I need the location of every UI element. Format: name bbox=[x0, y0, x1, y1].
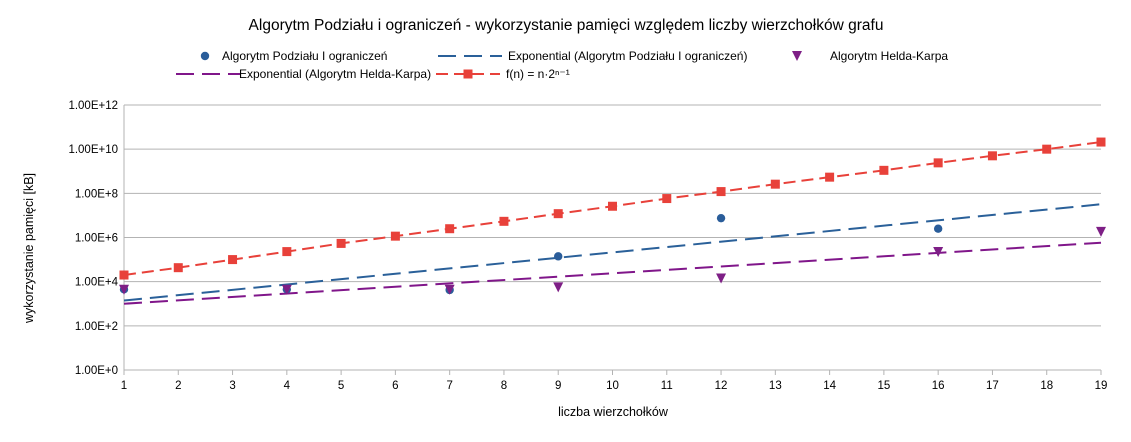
legend-marker bbox=[792, 51, 802, 61]
x-tick-label: 1 bbox=[121, 380, 127, 392]
series-line bbox=[123, 203, 1102, 302]
data-point bbox=[716, 213, 726, 223]
y-tick-label: 1.00E+0 bbox=[75, 365, 118, 377]
data-point bbox=[336, 238, 346, 248]
legend-marker bbox=[200, 51, 210, 61]
data-point bbox=[1042, 144, 1052, 154]
data-point bbox=[1096, 137, 1106, 147]
y-tick-label: 1.00E+6 bbox=[75, 233, 118, 245]
legend-label: Exponential (Algorytm Helda-Karpa) bbox=[239, 67, 431, 81]
legend-label: Algorytm Podziału I ograniczeń bbox=[222, 49, 387, 63]
y-tick-labels: 1.00E+0 1.00E+2 1.00E+4 1.00E+6 1.00E+8 1.00E… bbox=[68, 100, 118, 377]
x-tick-label: 19 bbox=[1095, 380, 1108, 392]
data-point bbox=[1096, 226, 1106, 237]
data-point bbox=[445, 224, 455, 234]
chart-title: Algorytm Podziału i ograniczeń - wykorzy… bbox=[249, 17, 884, 34]
x-tick-label: 5 bbox=[338, 380, 344, 392]
data-point bbox=[553, 209, 563, 219]
y-tick-label: 1.00E+4 bbox=[75, 277, 119, 289]
x-tick-label: 4 bbox=[284, 380, 291, 392]
x-tick-label: 11 bbox=[661, 380, 673, 392]
series-4 bbox=[119, 137, 1106, 280]
y-tick-label: 1.00E+12 bbox=[68, 100, 118, 112]
data-point bbox=[770, 179, 780, 189]
y-tick-label: 1.00E+10 bbox=[68, 144, 118, 156]
x-tick-label: 8 bbox=[501, 380, 507, 392]
y-tick-label: 1.00E+2 bbox=[75, 321, 118, 333]
x-tick-label: 10 bbox=[606, 380, 619, 392]
data-point bbox=[281, 284, 292, 295]
data-point bbox=[879, 165, 889, 175]
x-tick-label: 6 bbox=[392, 380, 398, 392]
data-point bbox=[282, 247, 292, 257]
data-point bbox=[444, 284, 455, 295]
x-tick-label: 16 bbox=[932, 380, 945, 392]
data-point bbox=[662, 194, 672, 204]
plot-series bbox=[119, 137, 1106, 305]
x-tick-label: 17 bbox=[986, 380, 999, 392]
legend-item: f(n) = n·2ⁿ⁻¹ bbox=[436, 67, 570, 81]
legend-marker bbox=[463, 69, 473, 79]
legend-item: Exponential (Algorytm Podziału I ogranic… bbox=[438, 49, 747, 63]
legend-item: Algorytm Podziału I ograniczeń bbox=[200, 49, 387, 63]
data-point bbox=[173, 263, 183, 273]
data-point bbox=[825, 172, 835, 182]
y-tick-label: 1.00E+8 bbox=[75, 188, 118, 200]
x-axis-title: liczba wierzchołków bbox=[558, 405, 669, 419]
x-tick-labels: 1 2 3 4 5 6 7 8 9 10 11 12 13 14 15 16 17 18 19 bbox=[121, 380, 1108, 392]
legend-label: Algorytm Helda-Karpa bbox=[830, 49, 948, 63]
x-tick-label: 2 bbox=[175, 380, 181, 392]
legend-label: Exponential (Algorytm Podziału I ogranic… bbox=[508, 49, 747, 63]
data-point bbox=[608, 201, 617, 211]
legend-label: f(n) = n·2ⁿ⁻¹ bbox=[506, 67, 570, 81]
x-tick-label: 14 bbox=[823, 380, 836, 392]
data-point bbox=[228, 255, 238, 265]
x-tick-label: 18 bbox=[1040, 380, 1053, 392]
x-tick-label: 12 bbox=[715, 380, 728, 392]
data-point bbox=[933, 158, 943, 168]
x-tick-label: 7 bbox=[446, 380, 452, 392]
axes bbox=[123, 105, 1102, 375]
y-axis-title: wykorzystanie pamięci [kB] bbox=[22, 173, 36, 324]
legend: Algorytm Podziału I ograniczeń Exponentia… bbox=[176, 49, 948, 81]
legend-item: Algorytm Helda-Karpa bbox=[792, 49, 948, 63]
data-point bbox=[987, 151, 997, 161]
data-point bbox=[119, 284, 129, 295]
legend-item: Exponential (Algorytm Helda-Karpa) bbox=[176, 67, 431, 81]
data-point bbox=[554, 252, 563, 261]
data-point bbox=[716, 273, 727, 284]
data-point bbox=[933, 247, 944, 258]
data-point bbox=[119, 270, 129, 280]
data-point bbox=[933, 224, 943, 233]
data-point bbox=[553, 282, 564, 293]
series-2 bbox=[119, 226, 1106, 295]
data-point bbox=[716, 187, 726, 197]
x-tick-label: 3 bbox=[229, 380, 235, 392]
x-tick-label: 13 bbox=[769, 380, 782, 392]
series-1 bbox=[123, 203, 1102, 302]
x-tick-label: 9 bbox=[555, 380, 561, 392]
data-point bbox=[499, 216, 509, 226]
data-point bbox=[390, 231, 400, 241]
x-tick-label: 15 bbox=[877, 380, 890, 392]
